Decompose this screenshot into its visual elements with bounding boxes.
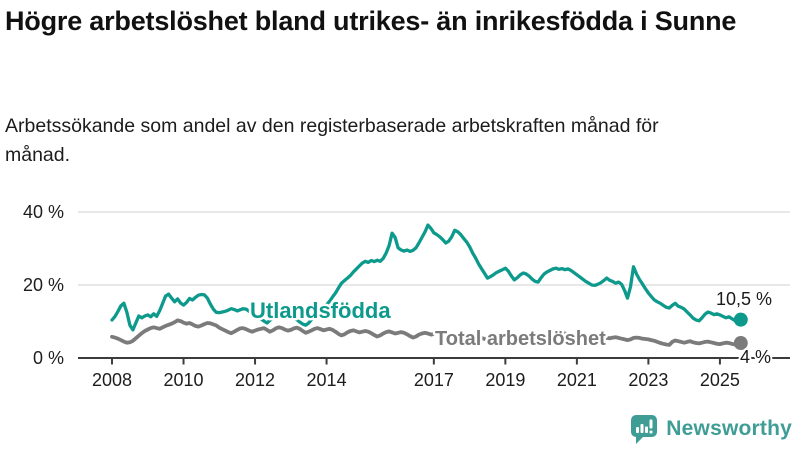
brand-name: Newsworthy bbox=[666, 417, 792, 440]
chart-subtitle: Arbetssökande som andel av den registerb… bbox=[5, 115, 659, 167]
footer: Newsworthy bbox=[631, 412, 792, 446]
x-tick-label-2014: 2014 bbox=[307, 370, 347, 390]
end-dot-utlandsf-dda bbox=[733, 312, 748, 327]
line-chart: 0 % 20 % 40 % 2008 2010 2012 2014 2017 2019 2021 2… bbox=[0, 190, 800, 402]
series-label-total-arbetsl-shet: Total arbetslöshet bbox=[435, 328, 606, 350]
x-tick-label-2025: 2025 bbox=[700, 370, 740, 390]
x-tick-label-2021: 2021 bbox=[557, 370, 597, 390]
series-label-utlandsf-dda: Utlandsfödda bbox=[250, 298, 391, 323]
end-value-label-utlandsf-dda: 10,5 % bbox=[716, 289, 772, 309]
chart-canvas: 0 % 20 % 40 % 2008 2010 2012 2014 2017 2019 2021 2… bbox=[23, 202, 790, 390]
x-tick-label-2017: 2017 bbox=[414, 370, 454, 390]
y-tick-label-40: 40 % bbox=[23, 202, 64, 222]
x-tick-label-2012: 2012 bbox=[235, 370, 275, 390]
end-value-label-total-arbetsl-shet: 4 % bbox=[740, 347, 771, 367]
series-line-total-arbetsl-shet bbox=[110, 318, 743, 347]
x-tick-label-2010: 2010 bbox=[163, 370, 203, 390]
x-tick-label-2008: 2008 bbox=[92, 370, 132, 390]
newsworthy-logo[interactable]: Newsworthy bbox=[631, 414, 792, 444]
y-tick-label-20: 20 % bbox=[23, 275, 64, 295]
x-tick-label-2019: 2019 bbox=[485, 370, 525, 390]
series-line-utlandsf-dda bbox=[110, 223, 743, 332]
chart-title: Högre arbetslöshet bland utrikes- än inr… bbox=[5, 6, 737, 36]
y-tick-label-0: 0 % bbox=[33, 348, 64, 368]
end-dot-total-arbetsl-shet bbox=[733, 336, 748, 351]
x-tick-label-2023: 2023 bbox=[628, 370, 668, 390]
newsworthy-bubble-chart-icon bbox=[631, 414, 658, 444]
